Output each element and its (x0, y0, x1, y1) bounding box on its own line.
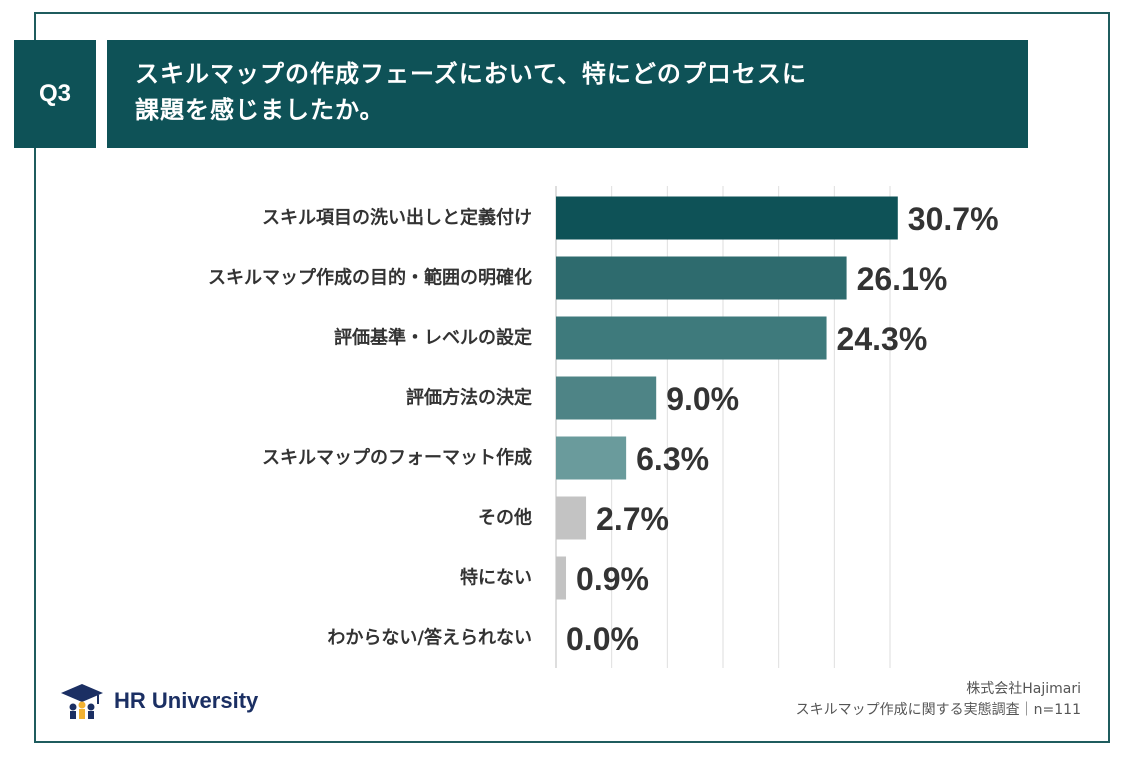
value-label: 26.1% (857, 261, 948, 297)
bar (556, 556, 567, 600)
question-badge: Q3 (14, 40, 96, 148)
bar (556, 496, 587, 540)
category-label: 評価基準・レベルの設定 (334, 327, 532, 349)
bar (556, 376, 657, 420)
source-company: 株式会社Hajimari (966, 681, 1081, 697)
category-label: 特にない (460, 567, 532, 589)
value-label: 0.9% (576, 561, 649, 597)
value-label: 0.0% (566, 621, 639, 657)
graduation-cap-icon (61, 684, 103, 719)
value-label: 6.3% (636, 441, 709, 477)
question-title-line-1: スキルマップの作成フェーズにおいて、特にどのプロセスに (135, 60, 807, 88)
category-label: 評価方法の決定 (406, 387, 532, 409)
category-label: スキルマップ作成の目的・範囲の明確化 (208, 267, 532, 289)
category-label: スキルマップのフォーマット作成 (262, 447, 532, 469)
value-label: 24.3% (837, 321, 928, 357)
source-survey: スキルマップ作成に関する実態調査｜n=111 (795, 702, 1081, 718)
hr-university-logo: HR University (60, 682, 258, 720)
bar (556, 256, 847, 300)
bar (556, 316, 827, 360)
value-label: 2.7% (596, 501, 669, 537)
logo-text: HR University (114, 688, 259, 713)
value-label: 9.0% (666, 381, 739, 417)
category-label: その他 (478, 507, 532, 529)
value-label: 30.7% (908, 201, 999, 237)
question-title-line-2: 課題を感じましたか。 (135, 96, 385, 124)
bar (556, 196, 898, 240)
category-label: スキル項目の洗い出しと定義付け (262, 207, 532, 229)
bar (556, 436, 627, 480)
source-note: 株式会社Hajimari スキルマップ作成に関する実態調査｜n=111 (796, 679, 1081, 721)
question-title: スキルマップの作成フェーズにおいて、特にどのプロセスに 課題を感じましたか。 (107, 40, 1028, 148)
category-label: わからない/答えられない (327, 627, 532, 649)
